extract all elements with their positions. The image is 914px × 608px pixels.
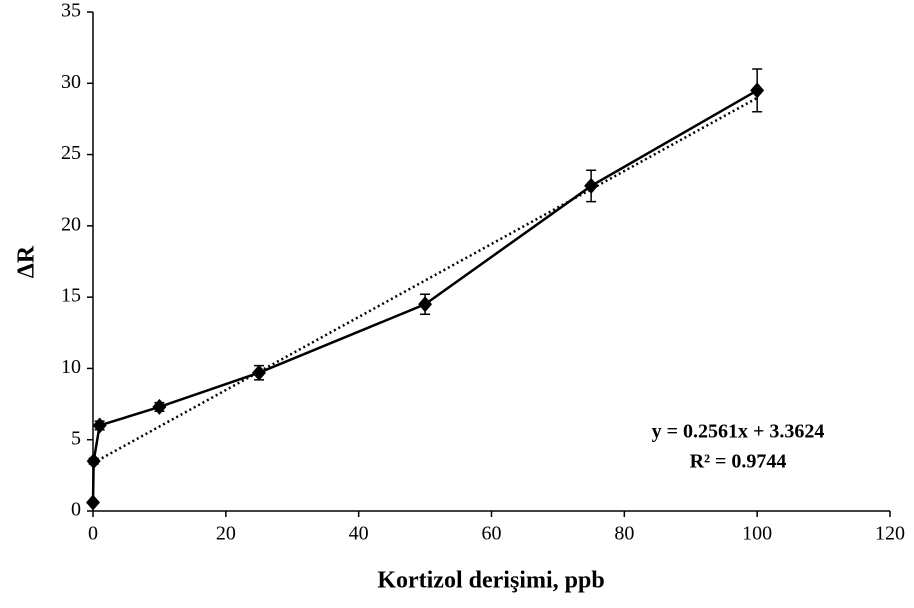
x-tick-label: 0 <box>88 523 98 545</box>
point <box>86 494 100 511</box>
point <box>152 398 167 415</box>
point <box>418 296 433 313</box>
y-tick-label: 15 <box>61 285 81 307</box>
y-tick-label: 25 <box>61 142 81 164</box>
y-tick-label: 20 <box>61 213 81 235</box>
y-tick-label: 5 <box>71 427 81 449</box>
point <box>252 364 267 381</box>
x-tick-label: 60 <box>482 523 502 545</box>
point <box>584 177 599 194</box>
point <box>92 417 107 434</box>
y-axis-label: ΔR <box>14 245 40 278</box>
y-tick-label: 0 <box>71 499 81 521</box>
x-tick-label: 40 <box>349 523 369 545</box>
x-tick-label: 20 <box>216 523 236 545</box>
y-tick-label: 10 <box>61 356 81 378</box>
y-tick-label: 30 <box>61 71 81 93</box>
x-tick-label: 80 <box>614 523 634 545</box>
x-axis-label: Kortizol derişimi, ppb <box>377 568 604 594</box>
point <box>750 82 765 99</box>
trend-equation: y = 0.2561x + 3.3624 <box>652 421 825 443</box>
trendline <box>92 96 758 465</box>
y-tick-label: 35 <box>61 0 81 22</box>
x-tick-label: 120 <box>875 523 905 545</box>
x-tick-label: 100 <box>742 523 772 545</box>
point <box>86 453 101 470</box>
trend-r2: R² = 0.9744 <box>690 451 787 473</box>
